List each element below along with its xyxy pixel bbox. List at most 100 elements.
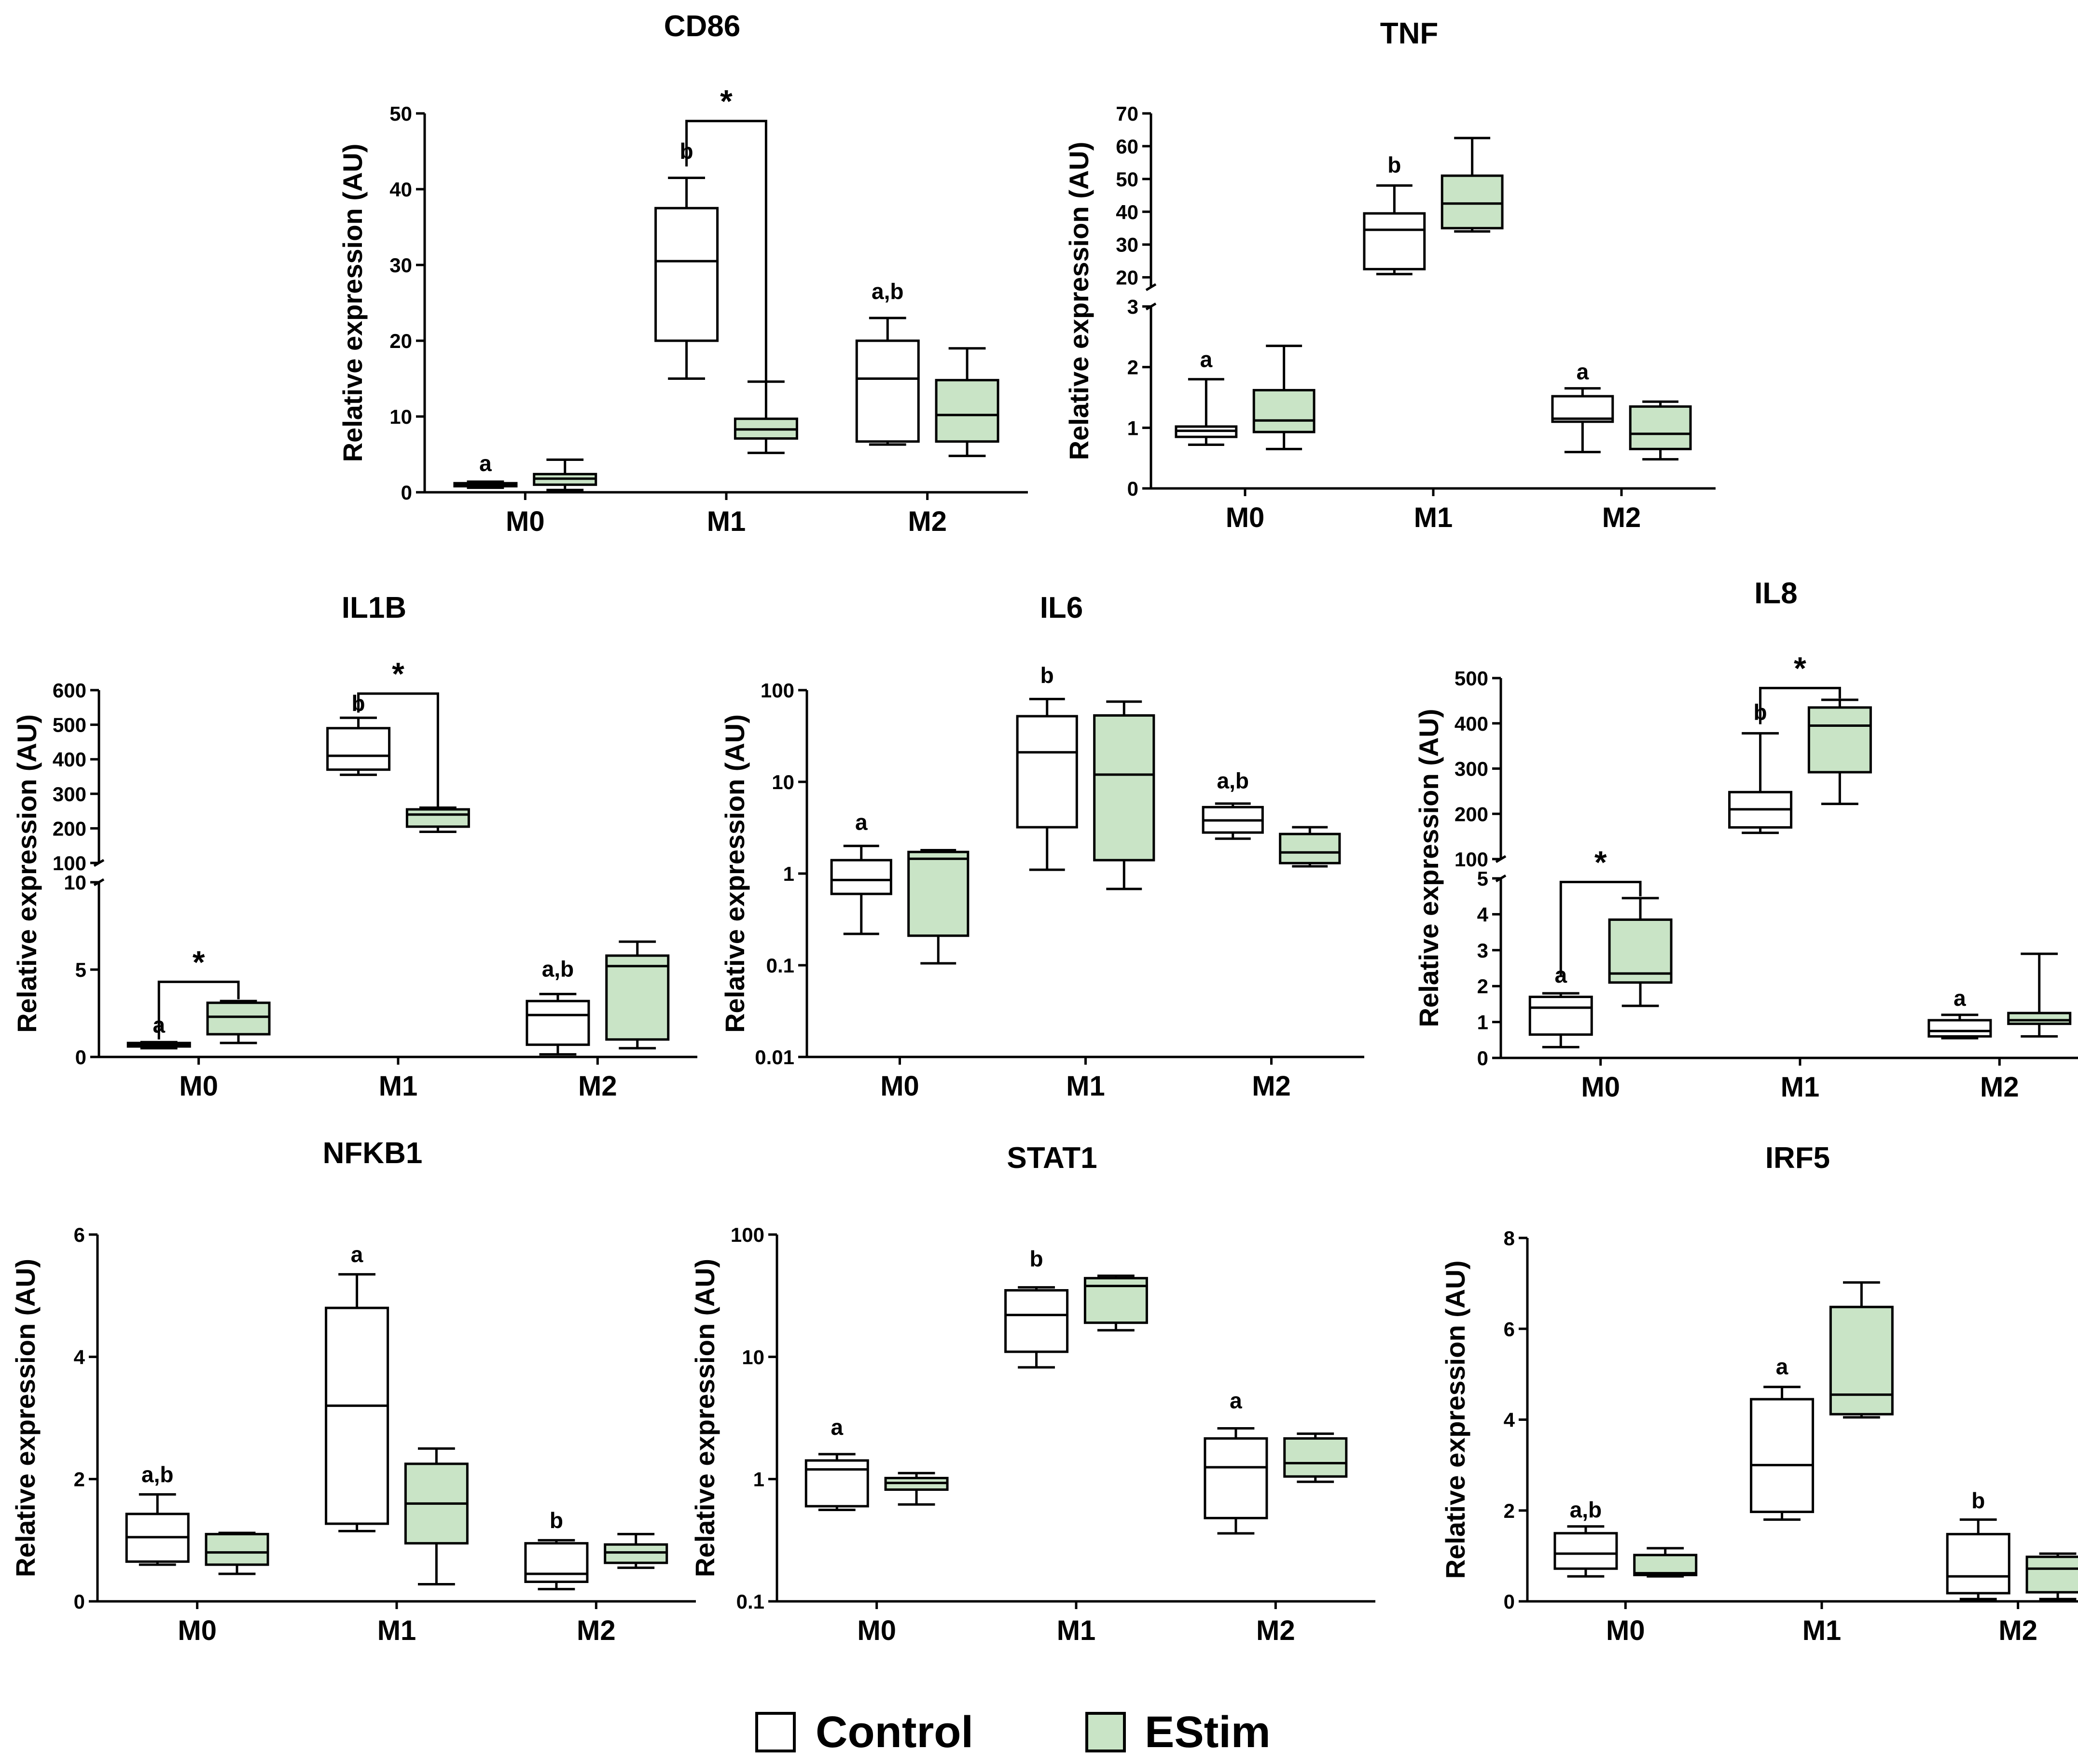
x-tick-label: M1 (1781, 1071, 1820, 1103)
box-iqr (935, 379, 999, 443)
x-tick-label: M0 (1581, 1071, 1620, 1103)
group-letter: a,b (872, 279, 903, 304)
box-iqr (405, 808, 470, 828)
x-tick-label: M2 (1252, 1070, 1291, 1102)
y-tick-label: 60 (1116, 135, 1138, 158)
legend-label-estim: EStim (1145, 1708, 1271, 1757)
box-iqr (654, 207, 719, 342)
box-control (453, 480, 518, 489)
box-control (1551, 387, 1614, 454)
group-letter: a,b (1217, 768, 1249, 793)
y-tick-label: 1 (753, 1468, 764, 1491)
box-iqr (524, 1542, 589, 1583)
box-estim (405, 806, 470, 833)
y-tick-label: 0.1 (766, 954, 794, 977)
y-tick-label: 3 (1127, 295, 1138, 318)
panel-nfkb1: 0 2 4 6 NFKB1 Relative expression (AU) M0 M1 M2 a… (10, 1137, 696, 1646)
y-tick-label: 0.01 (755, 1046, 794, 1069)
group-letter: a (855, 809, 868, 834)
y-tick-label: 600 (53, 679, 86, 702)
y-axis-label: Relative expression (AU) (690, 1259, 720, 1577)
x-tick-label: M2 (1998, 1615, 2037, 1646)
box-iqr (526, 1000, 590, 1046)
y-tick-label: 5 (75, 958, 86, 981)
box-control (804, 1453, 869, 1511)
box-iqr (907, 850, 970, 937)
y-tick-label: 100 (731, 1223, 764, 1246)
significance-star: * (1594, 844, 1607, 880)
y-tick-label: 4 (1477, 903, 1489, 926)
box-estim (206, 1000, 271, 1044)
x-tick-label: M2 (1980, 1071, 2019, 1103)
box-iqr (205, 1533, 269, 1566)
box-iqr (855, 339, 920, 443)
y-tick-label: 70 (1116, 102, 1138, 125)
y-tick-label: 400 (53, 748, 86, 771)
group-letter: a (1953, 986, 1966, 1011)
box-estim (1608, 897, 1673, 1007)
x-tick-label: M1 (1066, 1070, 1105, 1102)
y-tick-label: 400 (1455, 712, 1488, 735)
x-tick-label: M0 (179, 1070, 218, 1102)
box-estim (935, 347, 999, 458)
box-iqr (1829, 1306, 1894, 1416)
x-tick-label: M1 (1057, 1615, 1096, 1646)
group-letter: a,b (1570, 1497, 1602, 1522)
box-control (1202, 802, 1264, 840)
box-iqr (1016, 715, 1078, 829)
y-tick-label: 30 (1116, 234, 1138, 256)
chart-title: NFKB1 (323, 1137, 423, 1170)
box-control (125, 1493, 190, 1566)
y-tick-label: 10 (772, 771, 794, 793)
y-tick-label: 0 (401, 481, 412, 504)
x-tick-label: M1 (1414, 502, 1453, 533)
y-tick-label: 200 (1455, 803, 1488, 825)
y-tick-label: 3 (1477, 939, 1488, 962)
y-tick-label: 0 (1504, 1590, 1515, 1613)
x-tick-label: M0 (1606, 1615, 1645, 1646)
box-iqr (1363, 212, 1426, 271)
x-tick-label: M2 (908, 506, 947, 537)
y-tick-label: 20 (1116, 266, 1138, 289)
legend: Control EStim (755, 1708, 1271, 1757)
box-iqr (1807, 706, 1872, 774)
box-iqr (605, 954, 670, 1041)
box-estim (1633, 1547, 1698, 1578)
box-iqr (1608, 918, 1673, 984)
box-iqr (830, 859, 892, 895)
y-tick-label: 50 (389, 102, 412, 125)
y-tick-label: 4 (1504, 1409, 1515, 1431)
y-tick-label: 0 (1477, 1047, 1488, 1070)
y-tick-label: 1 (1477, 1011, 1488, 1034)
box-iqr (1252, 389, 1316, 433)
y-tick-label: 10 (742, 1346, 764, 1368)
box-iqr (1279, 833, 1341, 864)
significance-bracket (1759, 687, 1841, 724)
significance-bracket (1559, 880, 1642, 977)
significance-star: * (1794, 651, 1806, 686)
y-tick-label: 8 (1504, 1227, 1515, 1250)
significance-bracket (357, 692, 439, 807)
y-axis-label: Relative expression (AU) (1064, 142, 1094, 460)
y-tick-label: 1 (1127, 417, 1138, 439)
chart-title: STAT1 (1007, 1141, 1097, 1175)
box-estim (1279, 826, 1341, 868)
y-tick-label: 0 (75, 1046, 86, 1069)
axis-break-mark (1145, 283, 1157, 292)
box-iqr (1946, 1533, 2010, 1595)
panel-stat1: 0.1 1 10 100 STAT1 Relative expression (AU) M0… (690, 1141, 1375, 1646)
y-tick-label: 200 (53, 817, 86, 840)
box-control (1750, 1386, 1815, 1521)
box-iqr (206, 1001, 271, 1036)
y-tick-label: 0 (1127, 477, 1138, 500)
y-tick-label: 6 (1504, 1318, 1515, 1340)
box-control (1204, 1427, 1268, 1535)
box-iqr (1093, 714, 1155, 861)
y-tick-label: 100 (53, 852, 86, 875)
y-tick-label: 30 (389, 254, 412, 277)
box-estim (907, 848, 970, 965)
box-estim (533, 458, 597, 491)
y-tick-label: 40 (1116, 201, 1138, 223)
